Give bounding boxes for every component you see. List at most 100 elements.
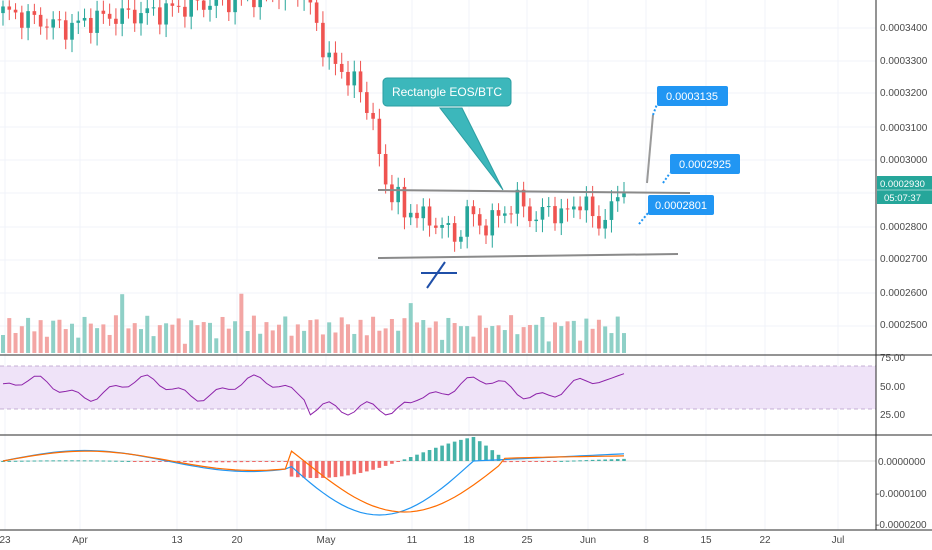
macd-tick: -0.0000100 — [876, 489, 927, 500]
volume-bar — [458, 326, 463, 353]
candle-body — [158, 7, 162, 25]
candle-body — [440, 224, 444, 228]
macd-hist-bar — [346, 461, 350, 476]
macd-hist-bar — [559, 460, 564, 462]
volume-bar — [352, 333, 357, 353]
candle-body — [214, 0, 219, 6]
volume-bar — [421, 320, 426, 353]
candle-body — [132, 9, 137, 24]
macd-hist-bar — [622, 458, 626, 461]
annotation-box — [382, 77, 512, 107]
candle-body — [227, 0, 231, 13]
macd-hist-bar — [45, 460, 49, 462]
candle-body — [107, 13, 112, 19]
price-tick: 0.0003400 — [880, 23, 928, 34]
macd-hist-bar — [528, 461, 532, 462]
target-high-box — [657, 86, 728, 106]
candle-body — [233, 0, 237, 13]
candle-body — [459, 236, 463, 242]
macd-hist-bar — [471, 436, 476, 461]
candle-body — [465, 206, 469, 237]
target-high-text: 0.0003135 — [666, 91, 718, 103]
macd-hist-bar — [63, 460, 68, 462]
candle-body — [308, 0, 313, 3]
target-leader-high — [646, 114, 654, 184]
candle-body — [534, 219, 538, 222]
volume-bar — [603, 326, 608, 353]
macd-hist-bar — [145, 461, 150, 462]
price-tick: 0.0002700 — [880, 254, 928, 265]
candle-body — [126, 8, 131, 10]
candle-body — [114, 18, 118, 24]
macd-hist-bar — [227, 461, 231, 463]
volume-bar — [440, 339, 445, 353]
candle-body — [446, 223, 451, 225]
candle-body — [51, 19, 55, 28]
volume-bar — [358, 319, 363, 353]
candle-body — [578, 206, 582, 211]
macd-hist-bar — [201, 461, 206, 463]
time-tick: 13 — [171, 535, 183, 546]
volume-bar — [26, 317, 31, 353]
candle-body — [521, 189, 526, 207]
candle-body — [622, 193, 626, 198]
time-tick: 8 — [643, 535, 649, 546]
volume-bar — [427, 327, 432, 353]
candle-body — [371, 112, 375, 119]
candle-body — [559, 208, 564, 224]
macd-hist-bar — [452, 441, 457, 461]
volume-bar — [477, 315, 482, 353]
volume-bar — [233, 321, 238, 353]
candle-body — [176, 5, 181, 7]
candle-body — [421, 206, 426, 219]
candle-body — [365, 92, 369, 113]
volume-bar — [584, 318, 589, 353]
macd-hist-bar — [459, 439, 463, 461]
price-tick: 0.0003100 — [880, 123, 928, 134]
time-axis[interactable]: 23 Apr 13 20 May 11 18 25 Jun 8 15 22 Ju… — [0, 535, 844, 546]
volume-bar — [101, 324, 106, 353]
volume-bar — [540, 317, 545, 353]
macd-hist-bar — [465, 438, 469, 461]
candle-body — [151, 7, 156, 9]
macd-hist-bar — [509, 461, 513, 463]
candle-body — [528, 206, 532, 222]
macd-hist-bar — [402, 459, 407, 461]
macd-hist-bar — [38, 460, 43, 462]
candle-body — [339, 63, 344, 72]
macd-hist-bar — [371, 461, 375, 470]
candle-body — [333, 52, 338, 64]
macd-hist-bar — [208, 461, 212, 463]
price-tick: 0.0002500 — [880, 320, 928, 331]
volume-bar — [383, 328, 388, 353]
volume-bar — [590, 328, 595, 353]
volume-bar — [534, 324, 539, 353]
macd-hist-bar — [76, 460, 81, 462]
volume-bar — [471, 336, 476, 353]
volume-bar — [113, 315, 118, 353]
candle-body — [139, 13, 143, 24]
candle-body — [471, 206, 476, 215]
macd-hist-bar — [408, 457, 413, 461]
candle-body — [496, 210, 501, 216]
price-tick: 0.0003300 — [880, 56, 928, 67]
macd-line — [2, 449, 625, 516]
candle-body — [590, 196, 595, 217]
candle-body — [183, 6, 187, 17]
macd-hist-bar — [565, 460, 570, 462]
macd-hist-bar — [277, 461, 281, 462]
price-tick: 0.0002800 — [880, 222, 928, 233]
volume-bar — [446, 317, 451, 353]
target-mid-box — [670, 154, 740, 174]
volume-bar — [596, 319, 601, 353]
price-axis[interactable]: 0.0003400 0.0003300 0.0003200 0.0003100 … — [880, 23, 928, 331]
volume-bar — [82, 316, 87, 353]
macd-hist-bar — [446, 443, 451, 461]
volume-bar — [258, 333, 263, 353]
macd-hist-bar — [358, 461, 363, 473]
macd-hist-bar — [57, 460, 62, 462]
macd-hist-bar — [503, 461, 507, 463]
volume-bar — [339, 317, 344, 353]
time-tick: 25 — [521, 535, 533, 546]
